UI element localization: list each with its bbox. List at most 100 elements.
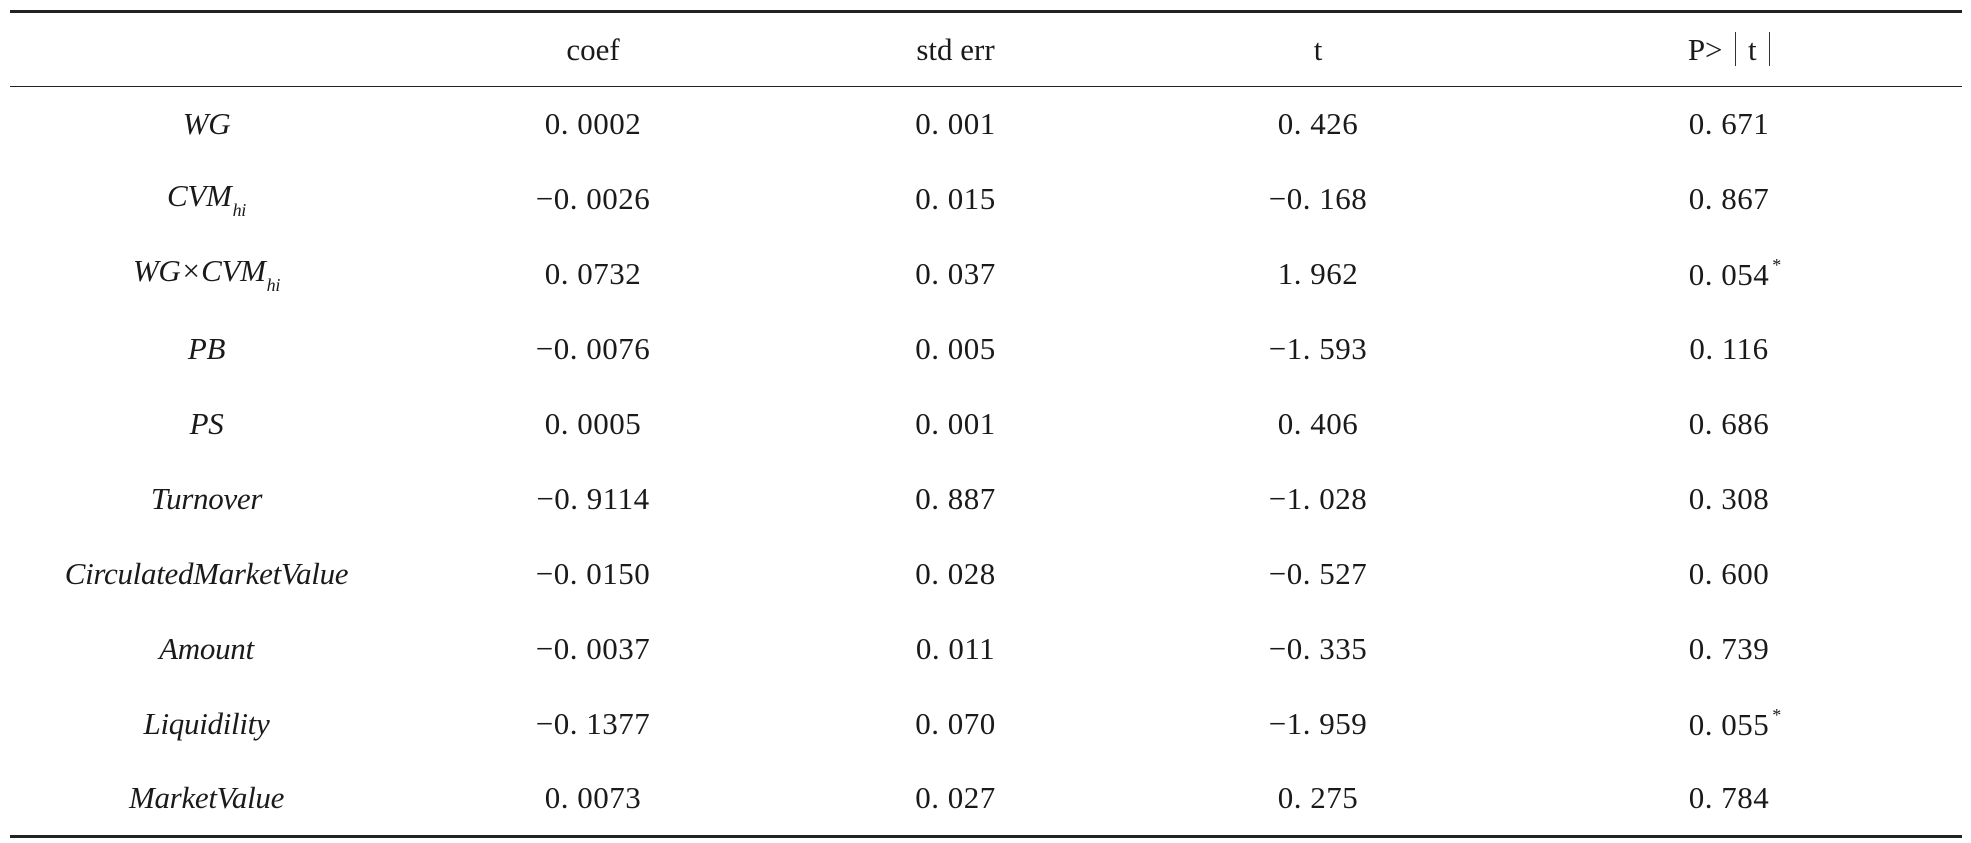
variable-name: PS xyxy=(189,406,224,441)
p-value-cell: 0. 784 xyxy=(1508,762,1962,837)
std-err-cell: 0. 887 xyxy=(915,481,996,516)
header-row: coef std err t P> t xyxy=(10,11,1962,87)
table-row: CVMhi −0. 0026 0. 015 −0. 168 0. 867 xyxy=(10,162,1962,237)
std-err-cell: 0. 037 xyxy=(915,256,996,291)
table-row: CirculatedMarketValue −0. 0150 0. 028 −0. 5… xyxy=(10,537,1962,612)
variable-name: WG×CVM xyxy=(132,252,266,288)
significance-slot: * xyxy=(1769,255,1781,293)
variable-name: CirculatedMarketValue xyxy=(64,556,349,591)
variable-name-cell: Amount xyxy=(10,612,403,687)
table-row: Turnover −0. 9114 0. 887 −1. 028 0. 308 xyxy=(10,462,1962,537)
p-value: 0. 739 xyxy=(1688,631,1770,666)
t-stat-cell: 0. 275 xyxy=(1277,780,1359,816)
variable-name-cell: WG×CVMhi xyxy=(10,237,403,312)
variable-name-cell: WG xyxy=(10,87,403,162)
coef-cell: 0. 0002 xyxy=(544,106,642,142)
std-err-cell: 0. 015 xyxy=(915,181,996,216)
p-value: 0. 308 xyxy=(1688,481,1770,516)
variable-name: Amount xyxy=(159,631,254,666)
coef-cell: 0. 0073 xyxy=(544,780,642,816)
table-header: coef std err t P> t xyxy=(10,11,1962,87)
std-err-cell: 0. 005 xyxy=(915,331,996,366)
t-stat-cell: −0. 168 xyxy=(1268,181,1368,216)
coef-cell: 0. 0005 xyxy=(544,406,642,441)
p-value-cell: 0. 054 * xyxy=(1508,237,1962,312)
t-stat-cell: 0. 426 xyxy=(1277,106,1359,142)
variable-name-cell: MarketValue xyxy=(10,762,403,837)
p-value-cell: 0. 308 xyxy=(1508,462,1962,537)
p-value-cell: 0. 867 xyxy=(1508,162,1962,237)
std-err-cell: 0. 001 xyxy=(915,406,996,441)
table-row: PS 0. 0005 0. 001 0. 406 0. 686 xyxy=(10,387,1962,462)
t-stat-cell: −0. 527 xyxy=(1268,556,1368,591)
t-stat-cell: −0. 335 xyxy=(1268,631,1368,666)
variable-name-cell: CVMhi xyxy=(10,162,403,237)
coef-cell: −0. 0026 xyxy=(535,181,651,216)
t-stat-cell: −1. 959 xyxy=(1268,706,1368,741)
variable-name: Liquidility xyxy=(143,706,270,741)
coef-cell: −0. 1377 xyxy=(535,706,651,741)
p-value: 0. 686 xyxy=(1688,406,1770,441)
p-value-cell: 0. 671 xyxy=(1508,87,1962,162)
p-value: 0. 600 xyxy=(1688,556,1770,591)
std-err-cell: 0. 011 xyxy=(915,631,996,666)
p-value-cell: 0. 055 * xyxy=(1508,687,1962,762)
variable-name: PB xyxy=(187,331,226,366)
coef-cell: −0. 9114 xyxy=(536,481,650,516)
std-err-cell: 0. 027 xyxy=(915,780,996,816)
variable-name-cell: CirculatedMarketValue xyxy=(10,537,403,612)
coef-cell: −0. 0150 xyxy=(535,556,651,591)
p-value-cell: 0. 686 xyxy=(1508,387,1962,462)
table-row: Amount −0. 0037 0. 011 −0. 335 0. 739 xyxy=(10,612,1962,687)
variable-name-cell: Turnover xyxy=(10,462,403,537)
p-value-cell: 0. 600 xyxy=(1508,537,1962,612)
variable-name-cell: PB xyxy=(10,312,403,387)
table-row: PB −0. 0076 0. 005 −1. 593 0. 116 xyxy=(10,312,1962,387)
p-value: 0. 054 xyxy=(1688,257,1770,292)
p-value-cell: 0. 116 xyxy=(1508,312,1962,387)
std-err-cell: 0. 070 xyxy=(915,706,996,741)
p-value-cell: 0. 739 xyxy=(1508,612,1962,687)
coef-cell: 0. 0732 xyxy=(544,256,642,291)
abs-bar-left xyxy=(1734,31,1737,66)
table-body: WG 0. 0002 0. 001 0. 426 0. 671 CVMhi −0. 0026… xyxy=(10,87,1962,837)
significance-slot: * xyxy=(1769,705,1781,743)
p-value: 0. 116 xyxy=(1689,331,1769,366)
header-p-prefix: P> xyxy=(1687,31,1723,67)
header-std-err: std err xyxy=(916,31,995,67)
variable-name: CVM xyxy=(167,177,232,213)
t-stat-cell: 0. 406 xyxy=(1277,406,1359,441)
significance-marker: * xyxy=(1772,255,1782,275)
variable-subscript: hi xyxy=(266,274,281,295)
t-stat-cell: 1. 962 xyxy=(1277,256,1359,291)
variable-name-cell: PS xyxy=(10,387,403,462)
table-row: Liquidility −0. 1377 0. 070 −1. 959 0. 055 * xyxy=(10,687,1962,762)
regression-table: coef std err t P> t WG 0. 0002 0. 001 0. 426… xyxy=(10,10,1962,838)
header-p-inner: t xyxy=(1748,31,1757,67)
header-p-value: P> t xyxy=(1508,12,1962,87)
std-err-cell: 0. 028 xyxy=(915,556,996,591)
t-stat-cell: −1. 028 xyxy=(1268,481,1368,516)
variable-name: Turnover xyxy=(150,481,263,516)
table-row: WG 0. 0002 0. 001 0. 426 0. 671 xyxy=(10,87,1962,162)
header-variable xyxy=(10,12,403,87)
significance-marker: * xyxy=(1772,705,1782,725)
header-coef: coef xyxy=(566,31,620,67)
variable-subscript: hi xyxy=(232,199,247,220)
header-t: t xyxy=(1313,31,1323,67)
abs-bar-right xyxy=(1768,31,1771,66)
p-value: 0. 055 xyxy=(1688,707,1770,742)
variable-name-cell: Liquidility xyxy=(10,687,403,762)
table-row: MarketValue 0. 0073 0. 027 0. 275 0. 784 xyxy=(10,762,1962,837)
p-value: 0. 784 xyxy=(1688,780,1770,816)
variable-name: MarketValue xyxy=(128,780,285,816)
p-value: 0. 671 xyxy=(1688,106,1770,142)
variable-name: WG xyxy=(182,106,231,142)
coef-cell: −0. 0076 xyxy=(535,331,651,366)
coef-cell: −0. 0037 xyxy=(535,631,651,666)
std-err-cell: 0. 001 xyxy=(915,106,996,142)
regression-table-container: coef std err t P> t WG 0. 0002 0. 001 0. 426… xyxy=(10,10,1962,838)
t-stat-cell: −1. 593 xyxy=(1268,331,1368,366)
p-value: 0. 867 xyxy=(1688,181,1770,216)
table-row: WG×CVMhi 0. 0732 0. 037 1. 962 0. 054 * xyxy=(10,237,1962,312)
